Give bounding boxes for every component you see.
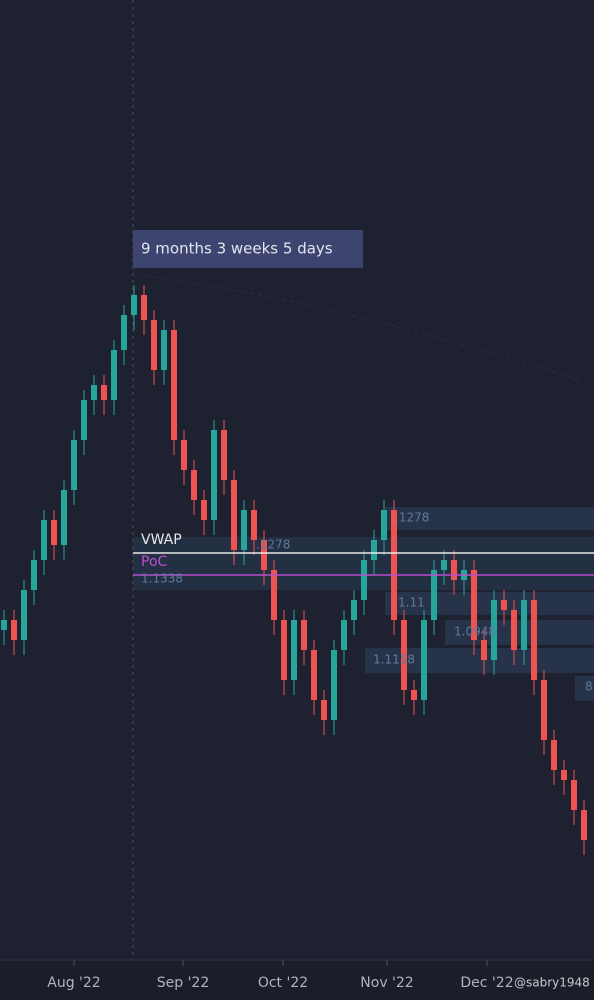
candle-body <box>51 520 57 545</box>
x-axis <box>0 960 594 1000</box>
candle-body <box>561 770 567 780</box>
profile-label: 1.1158 <box>373 653 415 667</box>
candle-body <box>111 350 117 400</box>
candle-body <box>41 520 47 560</box>
candle-body <box>471 570 477 640</box>
candle-body <box>441 560 447 570</box>
measure-label: 9 months 3 weeks 5 days <box>141 240 333 258</box>
candle-body <box>311 650 317 700</box>
candles <box>1 285 587 855</box>
profile-box <box>385 507 594 530</box>
candle-body <box>371 540 377 560</box>
candle-body <box>201 500 207 520</box>
candle-body <box>121 315 127 350</box>
candle-body <box>241 510 247 550</box>
profile-label: 1.1338 <box>141 572 183 586</box>
candle-body <box>391 510 397 620</box>
candle-body <box>11 620 17 640</box>
candle-body <box>301 620 307 650</box>
candle-body <box>271 570 277 620</box>
candle-body <box>61 490 67 545</box>
candle-body <box>291 620 297 680</box>
candle-body <box>531 600 537 680</box>
profile-box <box>445 620 594 645</box>
candle-body <box>181 440 187 470</box>
candle-body <box>151 320 157 370</box>
candle-body <box>91 385 97 400</box>
candle-body <box>171 330 177 440</box>
x-tick-label: Sep '22 <box>157 975 210 991</box>
profile-box <box>575 676 594 701</box>
candle-body <box>541 680 547 740</box>
indicator-label: PoC <box>141 554 168 570</box>
candle-body <box>31 560 37 590</box>
candle-body <box>521 600 527 650</box>
candle-body <box>501 600 507 610</box>
candle-body <box>141 295 147 320</box>
candle-body <box>1 620 7 630</box>
candle-body <box>281 620 287 680</box>
x-labels: Aug '22 Sep '22 Oct '22 Nov '22 Dec '22 <box>47 960 514 991</box>
candle-body <box>581 810 587 840</box>
profile-label: 1.11 <box>398 596 425 610</box>
candle-body <box>261 540 267 570</box>
candle-body <box>101 385 107 400</box>
candle-body <box>431 570 437 620</box>
indicator-label: VWAP <box>141 532 182 548</box>
candle-body <box>451 560 457 580</box>
candle-body <box>71 440 77 490</box>
profile-box <box>385 592 594 615</box>
candle-body <box>331 650 337 720</box>
candle-body <box>421 620 427 700</box>
candle-body <box>491 600 497 660</box>
candle-body <box>81 400 87 440</box>
candle-body <box>321 700 327 720</box>
candle-body <box>351 600 357 620</box>
profile-labels: .1278 .1278 1.1338 1.11 1.0948 1.1158 8 <box>141 511 593 694</box>
candle-body <box>361 560 367 600</box>
measure-box <box>133 230 363 268</box>
candle-body <box>571 780 577 810</box>
candle-body <box>551 740 557 770</box>
candle-body <box>401 620 407 690</box>
watermark: @sabry1948 <box>514 976 590 990</box>
candle-body <box>21 590 27 640</box>
candle-body <box>161 330 167 370</box>
x-tick-label: Dec '22 <box>460 975 513 991</box>
trend-line <box>139 274 581 381</box>
x-tick-label: Nov '22 <box>360 975 413 991</box>
candle-body <box>341 620 347 650</box>
candle-body <box>231 480 237 550</box>
profile-label: .1278 <box>395 511 429 525</box>
candle-body <box>221 430 227 480</box>
candle-body <box>251 510 257 540</box>
x-tick-label: Aug '22 <box>47 975 100 991</box>
candle-body <box>131 295 137 315</box>
candle-body <box>191 470 197 500</box>
candle-body <box>511 610 517 650</box>
candle-body <box>211 430 217 520</box>
profile-label: 1.0948 <box>454 625 496 639</box>
x-tick-label: Oct '22 <box>258 975 308 991</box>
profile-label: 8 <box>585 680 593 694</box>
candle-body <box>481 640 487 660</box>
candle-body <box>411 690 417 700</box>
profile-label: .1278 <box>256 538 290 552</box>
indicator-lines: VWAP PoC <box>133 532 594 576</box>
candle-body <box>381 510 387 540</box>
